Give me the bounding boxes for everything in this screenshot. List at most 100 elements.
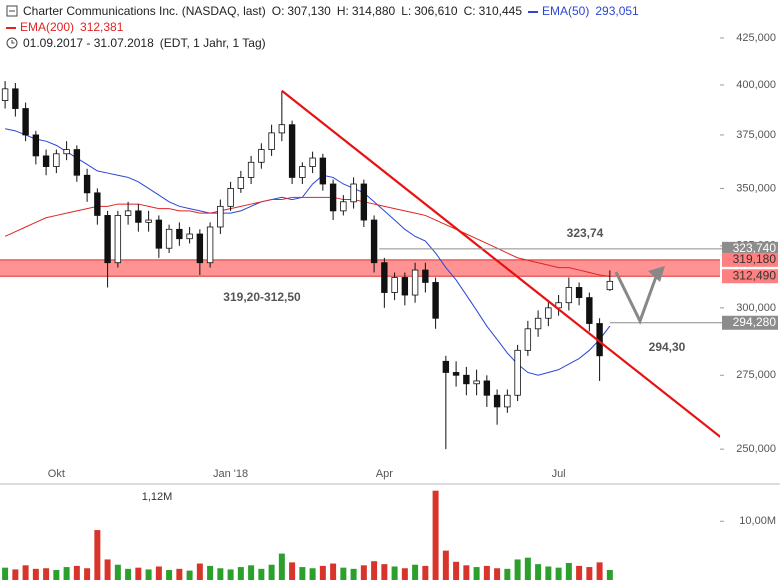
volume-bar	[309, 568, 316, 580]
candle-body	[165, 228, 173, 249]
y-tick-label: 375,000	[736, 129, 776, 141]
candle-body	[186, 233, 193, 240]
price-panel	[0, 81, 720, 450]
candle-body	[73, 149, 81, 176]
volume-bar	[330, 563, 337, 580]
legend-entry: EMA(200) 312,381	[6, 19, 123, 35]
candle-body	[483, 380, 491, 396]
value-box	[722, 241, 778, 256]
volume-bar	[422, 565, 429, 580]
volume-bar	[166, 570, 173, 580]
candle-body	[288, 124, 296, 178]
volume-bar	[176, 568, 183, 580]
forecast-arrow	[614, 266, 665, 325]
ohlc-value: 306,610	[414, 4, 458, 18]
candle-body	[217, 205, 224, 228]
y-tick-label: 300,000	[736, 302, 776, 314]
legend-entry: EMA(50) 293,051	[528, 3, 639, 19]
volume-bar	[12, 569, 19, 580]
volume-bar	[412, 564, 419, 580]
value-box-label: 323,740	[733, 241, 777, 255]
volume-tick-label: 10,00M	[739, 515, 776, 527]
period-details: (EDT, 1 Jahr, 1 Tag)	[159, 36, 266, 50]
volume-bar	[545, 566, 552, 580]
candle-body	[1, 88, 9, 101]
candle-body	[401, 277, 409, 296]
volume-bar	[155, 566, 162, 580]
x-tick-label: Apr	[376, 468, 393, 480]
x-tick-label: Jan '18	[213, 468, 248, 480]
volume-bar	[289, 562, 296, 580]
candle-body	[319, 157, 327, 185]
instrument-title: Charter Communications Inc. (NASDAQ, las…	[23, 4, 266, 18]
ohlc-value: 314,880	[351, 4, 396, 18]
candle-body	[442, 360, 450, 373]
value-box	[722, 269, 778, 284]
annotation: 294,30	[649, 340, 686, 354]
volume-bar	[43, 568, 50, 580]
candle-body	[586, 297, 593, 324]
volume-bar	[596, 562, 603, 580]
candle-body	[463, 374, 470, 385]
volume-bar	[319, 565, 326, 580]
y-tick-label: 400,000	[736, 79, 776, 91]
volume-bar	[53, 570, 60, 580]
support-band	[0, 259, 720, 277]
value-box-label: 319,180	[733, 252, 777, 266]
volume-bar	[483, 565, 490, 580]
candle-body	[340, 201, 347, 212]
ema-line	[5, 128, 611, 376]
candle-body	[114, 215, 122, 264]
volume-bar	[391, 566, 398, 580]
header: Charter Communications Inc. (NASDAQ, las…	[6, 3, 639, 51]
volume-bar	[73, 565, 80, 580]
value-box-label: 312,490	[733, 268, 777, 282]
candle-body	[432, 282, 439, 319]
volume-bar	[606, 570, 613, 580]
candle-body	[422, 269, 429, 283]
candle-body	[176, 228, 183, 240]
value-box	[722, 252, 778, 267]
candle-body	[135, 210, 142, 223]
candle-body	[227, 188, 234, 207]
period: 01.09.2017 - 31.07.2018	[23, 36, 154, 50]
candle-body	[22, 108, 29, 136]
ohlc-label: O:	[271, 4, 285, 18]
candle-body	[606, 280, 614, 291]
candle-body	[504, 394, 511, 408]
volume-bar	[32, 568, 39, 580]
volume-bar	[463, 565, 470, 580]
clock-icon	[6, 37, 18, 49]
candle-body	[565, 287, 573, 304]
candle-body	[534, 317, 542, 330]
ema-line	[4, 196, 610, 278]
candle-body	[514, 349, 521, 396]
volume-bar	[381, 564, 388, 580]
candle-body	[247, 161, 255, 178]
candle-body	[350, 183, 357, 203]
volume-bar	[350, 568, 357, 580]
volume-bar	[63, 567, 70, 580]
volume-bar	[248, 565, 255, 580]
volume-bar	[371, 561, 378, 580]
volume-bar	[207, 565, 214, 580]
volume-bar	[114, 564, 121, 580]
candle-body	[258, 149, 265, 163]
volume-bar	[442, 550, 449, 580]
candle-body	[278, 124, 286, 134]
candle-body	[94, 192, 101, 216]
candle-body	[452, 372, 460, 376]
volume-bar	[473, 567, 480, 580]
value-box-label: 294,280	[733, 315, 777, 329]
candle-body	[299, 166, 306, 178]
arrow-path	[614, 271, 659, 325]
volume-bar	[576, 565, 583, 580]
volume-bar	[217, 568, 224, 580]
volume-bar	[555, 567, 562, 580]
candle-body	[53, 153, 60, 167]
ohlc-label: L:	[401, 4, 412, 18]
candle-body	[12, 88, 19, 109]
legend-name: EMA(50)	[542, 4, 590, 18]
volume-bar	[514, 559, 521, 580]
